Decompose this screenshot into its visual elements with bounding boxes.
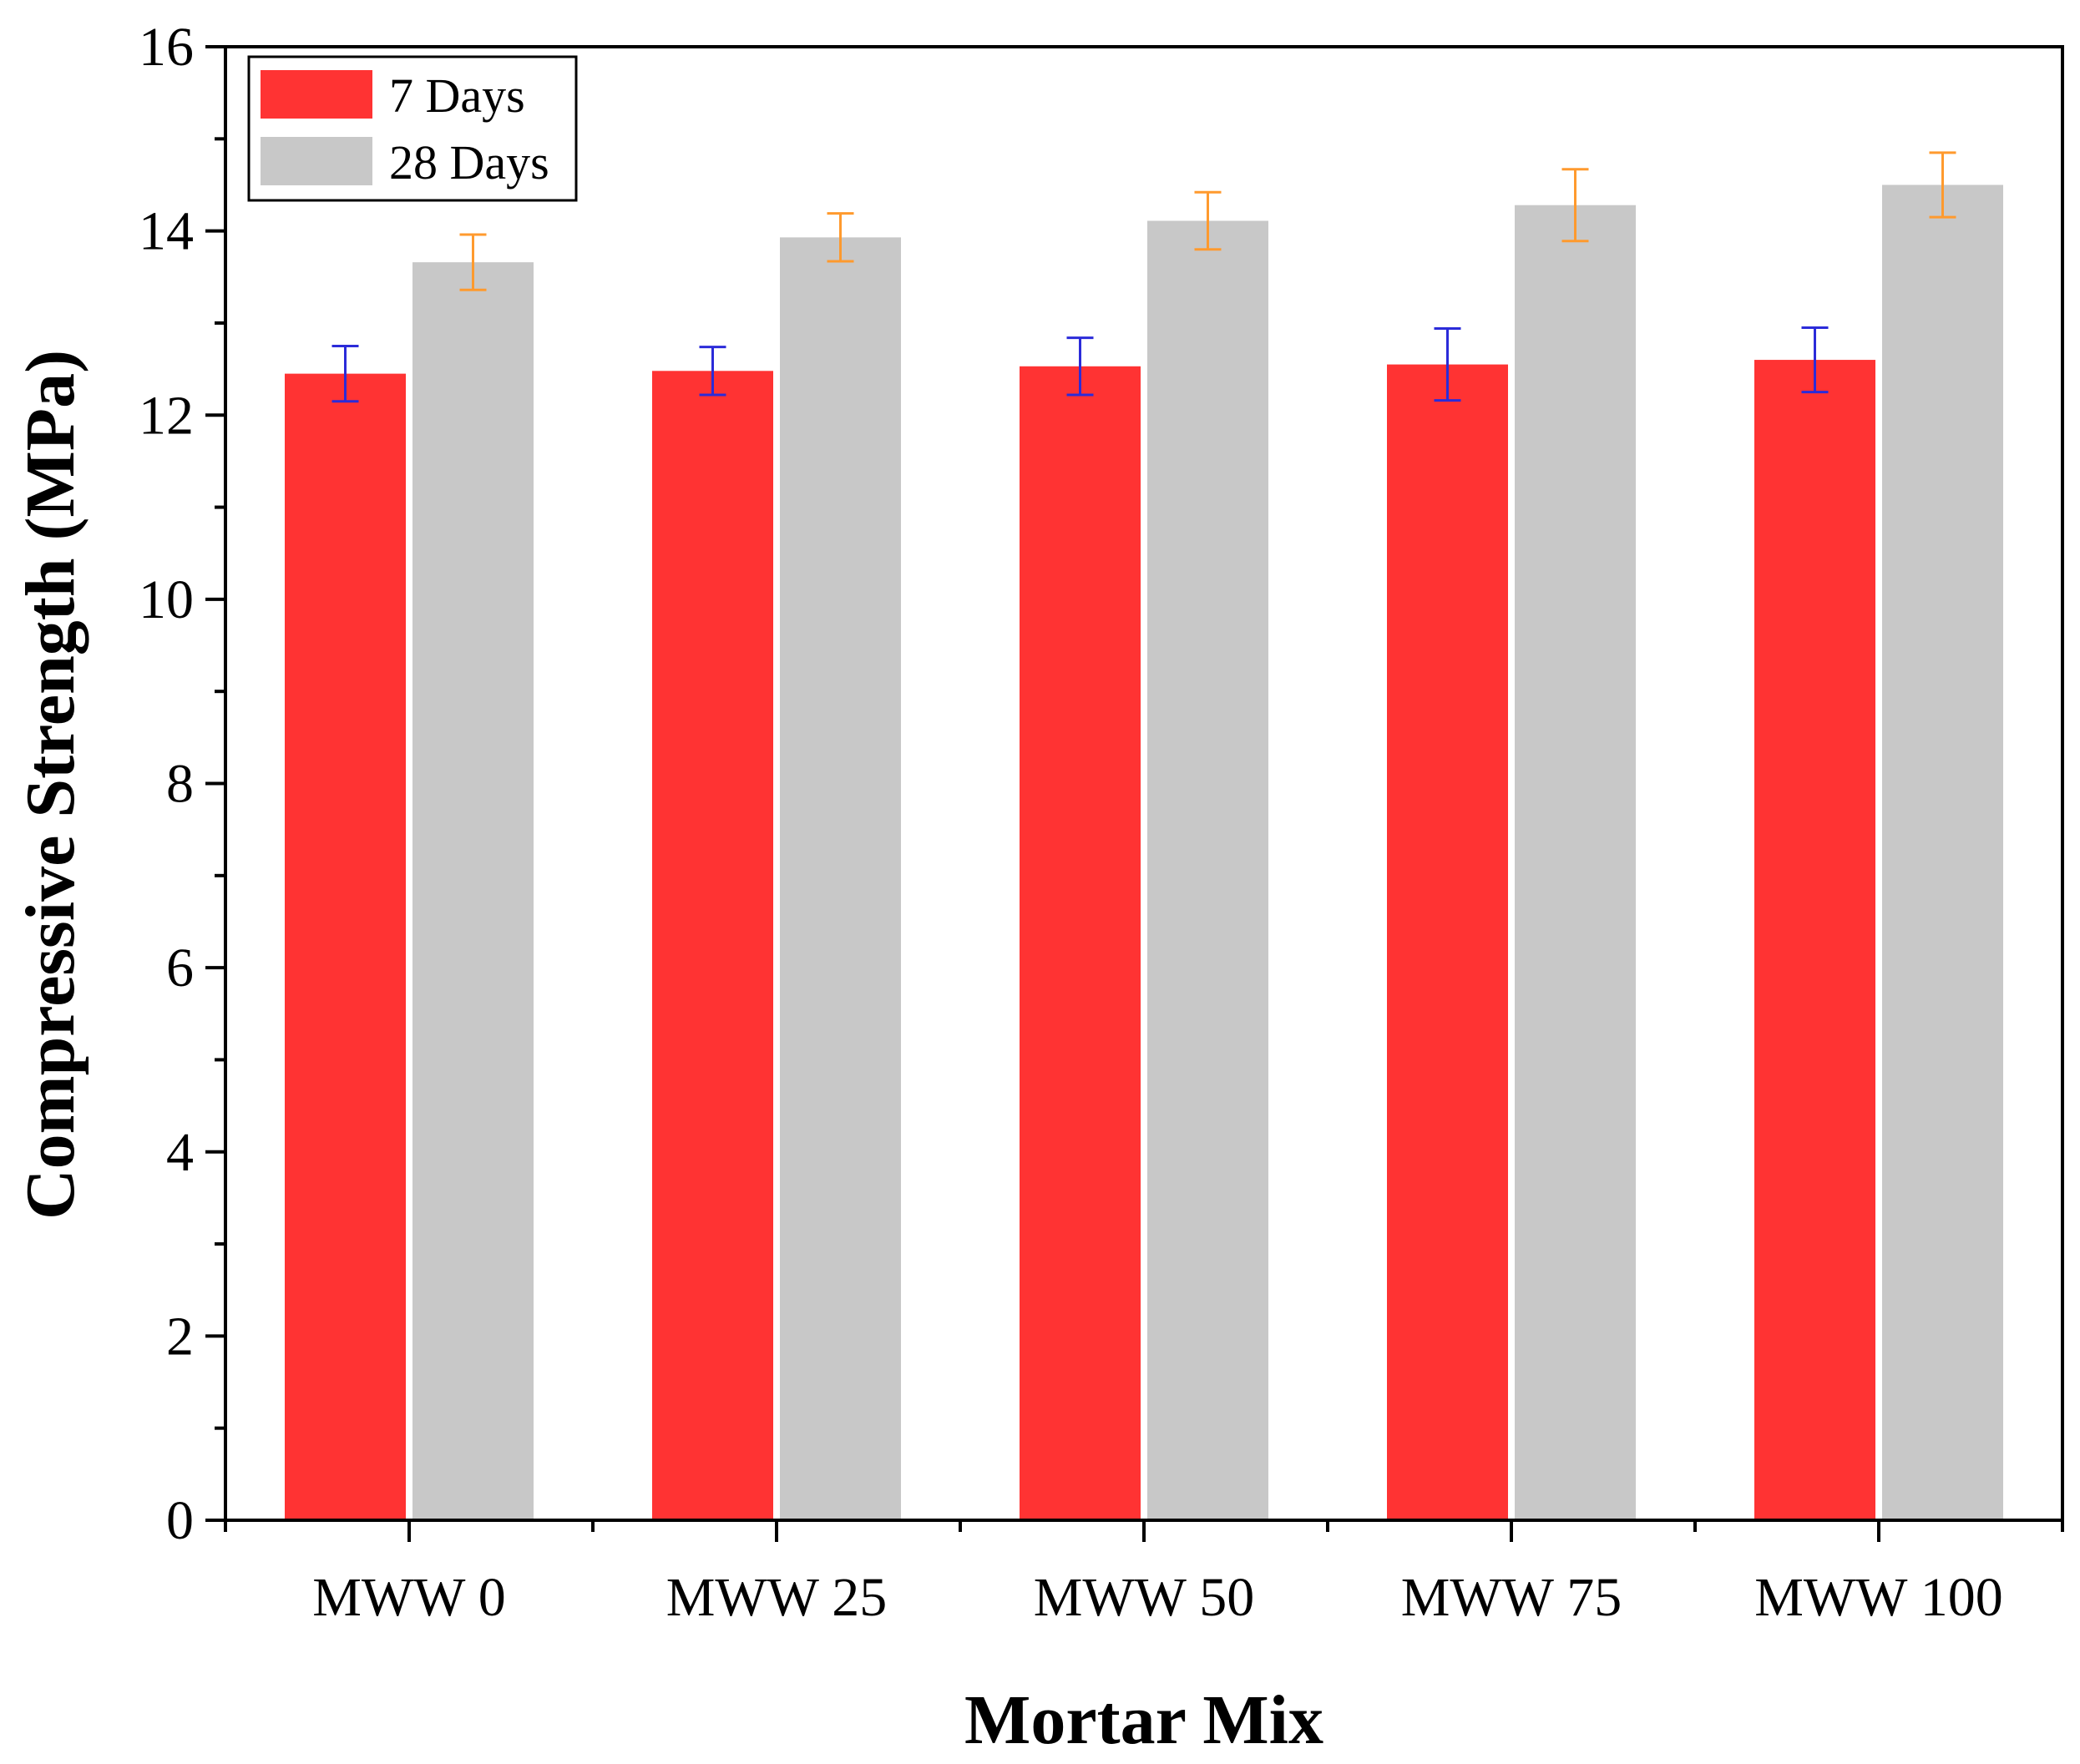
bar-28-days <box>1882 184 2003 1520</box>
bar-28-days <box>780 237 901 1520</box>
bar-7-days <box>1020 366 1141 1520</box>
y-tick-label: 0 <box>166 1490 194 1551</box>
error-bars-group <box>331 151 1956 403</box>
x-axis-title: Mortar Mix <box>964 1681 1323 1759</box>
bar-28-days <box>1147 220 1268 1521</box>
bar-7-days <box>1387 364 1508 1520</box>
x-tick-label: MWW 0 <box>312 1567 506 1628</box>
y-tick-label: 10 <box>139 569 194 630</box>
x-tick-label: MWW 25 <box>666 1567 888 1628</box>
bar-7-days <box>1754 360 1875 1520</box>
plot-frame <box>224 45 2064 1522</box>
legend-label-28-days: 28 Days <box>389 135 549 190</box>
y-tick-label: 2 <box>166 1306 194 1367</box>
y-axis-title: Compressive Strength (MPa) <box>12 350 89 1220</box>
legend: 7 Days 28 Days <box>247 55 578 202</box>
y-tick-label: 14 <box>139 201 194 262</box>
y-axis: 0 2 4 6 8 10 12 14 16 <box>139 17 225 1551</box>
x-tick-label: MWW 100 <box>1754 1567 2003 1628</box>
bars-group <box>285 184 2003 1521</box>
x-tick-label: MWW 75 <box>1401 1567 1622 1628</box>
legend-label-7-days: 7 Days <box>389 68 525 123</box>
x-tick-label: MWW 50 <box>1034 1567 1255 1628</box>
y-tick-label: 6 <box>166 938 194 998</box>
legend-swatch-7-days <box>261 70 372 119</box>
legend-swatch-28-days <box>261 137 372 185</box>
y-tick-label: 8 <box>166 754 194 815</box>
y-tick-label: 12 <box>139 385 194 446</box>
bar-7-days <box>285 373 406 1520</box>
x-axis: MWW 0 MWW 25 MWW 50 MWW 75 MWW 100 <box>224 1520 2064 1628</box>
bar-7-days <box>652 371 773 1520</box>
bar-28-days <box>412 262 534 1521</box>
y-tick-label: 16 <box>139 17 194 78</box>
bar-28-days <box>1515 205 1636 1520</box>
y-tick-label: 4 <box>166 1122 194 1183</box>
